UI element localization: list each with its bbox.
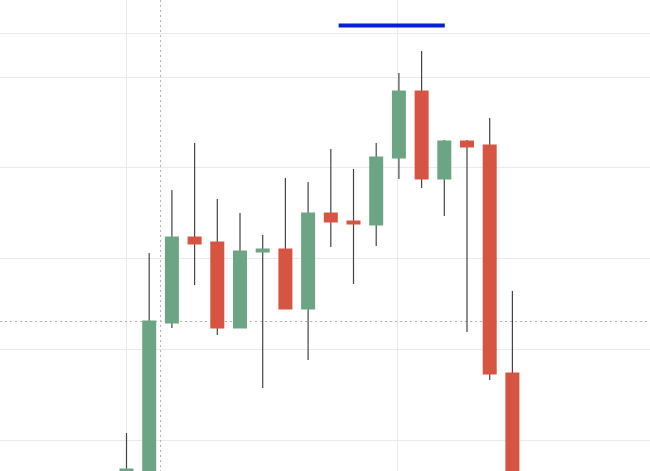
candle-body (460, 140, 474, 148)
candle-body (482, 144, 497, 375)
candle-body (505, 372, 520, 471)
candle (505, 291, 520, 471)
candle-body (369, 156, 384, 226)
candle-body (301, 212, 316, 310)
candle (210, 199, 225, 335)
candle-body (187, 236, 202, 245)
candle-body (437, 140, 452, 180)
candle-body (346, 220, 361, 225)
candle (460, 140, 474, 332)
candle-body (142, 320, 157, 471)
candle-body (164, 236, 179, 324)
candle-body (210, 241, 225, 329)
candle (346, 169, 361, 284)
candle (437, 140, 452, 216)
candle-body (233, 250, 247, 329)
candle (255, 235, 270, 388)
candles (119, 51, 520, 471)
candle (482, 118, 497, 380)
candle (369, 143, 384, 246)
candle (278, 178, 293, 310)
candle (233, 213, 247, 329)
candle (142, 253, 157, 471)
candle (391, 73, 406, 179)
candle (164, 190, 179, 328)
candle-body (323, 212, 338, 223)
candle (323, 149, 338, 247)
candle-body (255, 248, 270, 253)
candle (414, 51, 429, 188)
candle-body (391, 90, 406, 159)
candle (187, 143, 202, 285)
candle-body (414, 90, 429, 180)
candle-body (278, 248, 293, 310)
candle (119, 433, 134, 471)
candle (301, 182, 316, 360)
